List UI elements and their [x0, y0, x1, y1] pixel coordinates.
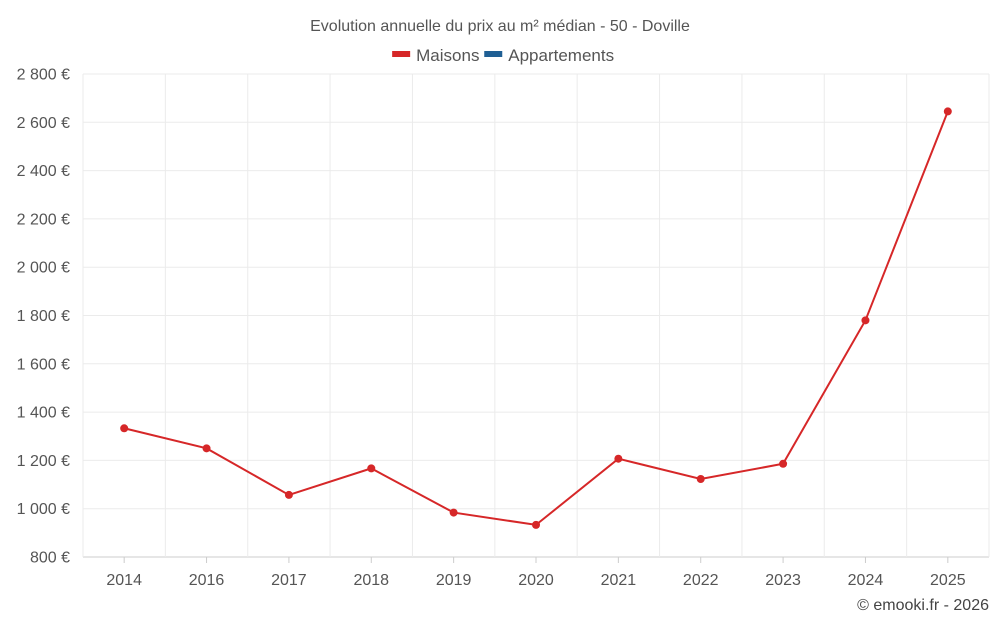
y-tick-label: 2 600 € [17, 115, 70, 132]
x-axis: 2014 2016 2017 2018 2019 2020 2021 2022 2023 2024… [106, 557, 966, 589]
x-tick-label: 2021 [601, 572, 637, 589]
data-point[interactable] [367, 464, 376, 473]
x-tick-label: 2014 [106, 572, 142, 589]
y-tick-label: 800 € [30, 550, 70, 567]
y-tick-label: 1 000 € [17, 501, 70, 518]
legend-swatch [484, 51, 503, 57]
grid [82, 73, 990, 558]
x-tick-label: 2025 [930, 572, 966, 589]
y-tick-label: 2 400 € [17, 163, 70, 180]
data-point[interactable] [532, 520, 540, 529]
x-tick-label: 2020 [518, 572, 554, 589]
legend-swatch [392, 51, 411, 57]
y-tick-label: 2 800 € [17, 67, 70, 84]
data-point[interactable] [120, 424, 129, 433]
legend-label: Appartements [508, 46, 614, 65]
y-tick-label: 2 000 € [17, 260, 70, 277]
x-tick-label: 2017 [271, 572, 307, 589]
x-tick-label: 2018 [353, 572, 389, 589]
y-tick-label: 1 800 € [17, 308, 70, 325]
data-point[interactable] [202, 444, 211, 453]
legend: Maisons Appartements [392, 46, 614, 65]
series-group [120, 107, 952, 529]
x-tick-label: 2022 [683, 572, 719, 589]
chart-title: Evolution annuelle du prix au m² médian … [310, 18, 690, 35]
legend-label: Maisons [416, 46, 479, 65]
x-tick-label: 2023 [765, 572, 801, 589]
data-point[interactable] [696, 474, 705, 483]
credit-text: © emooki.fr - 2026 [857, 597, 989, 614]
legend-item-maisons[interactable]: Maisons [392, 46, 479, 65]
y-tick-label: 2 200 € [17, 211, 70, 228]
x-tick-label: 2019 [436, 572, 472, 589]
x-tick-label: 2016 [189, 572, 225, 589]
data-point[interactable] [943, 107, 952, 116]
data-point[interactable] [614, 454, 623, 463]
x-tick-label: 2024 [848, 572, 884, 589]
y-tick-label: 1 400 € [17, 405, 70, 422]
y-axis: 800 € 1 000 € 1 200 € 1 400 € 1 600 € 1 800 €… [17, 67, 70, 567]
data-point[interactable] [861, 316, 870, 325]
legend-item-appartements[interactable]: Appartements [484, 46, 614, 65]
y-tick-label: 1 200 € [17, 453, 70, 470]
y-tick-label: 1 600 € [17, 356, 70, 373]
data-point[interactable] [449, 508, 458, 517]
data-point[interactable] [284, 490, 293, 499]
data-point[interactable] [779, 459, 788, 468]
